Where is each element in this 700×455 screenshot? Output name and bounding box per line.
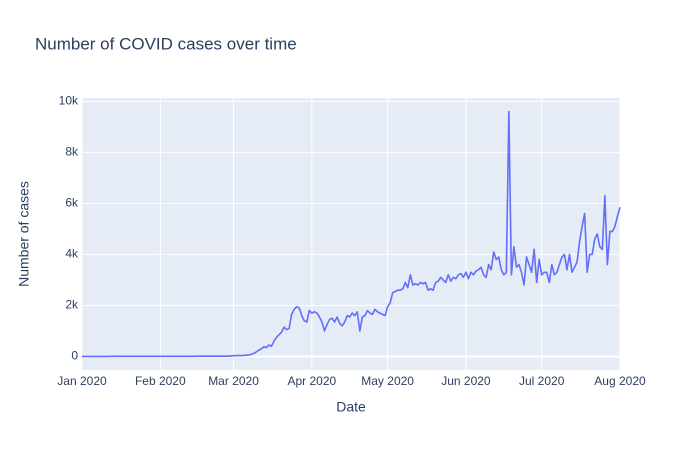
x-tick-label: Jan 2020	[57, 374, 107, 388]
x-tick-label: Apr 2020	[287, 374, 336, 388]
x-tick-label: Feb 2020	[135, 374, 186, 388]
plot-area	[82, 98, 620, 370]
y-tick-label: 10k	[59, 93, 79, 107]
y-tick-label: 0	[71, 349, 78, 363]
y-tick-label: 2k	[65, 298, 79, 312]
x-tick-label: Aug 2020	[594, 374, 646, 388]
x-tick-label: Jun 2020	[441, 374, 491, 388]
x-axis-title: Date	[336, 399, 366, 415]
chart-title: Number of COVID cases over time	[35, 34, 297, 53]
line	[82, 110, 621, 358]
y-tick-label: 6k	[65, 196, 79, 210]
x-tick-label: May 2020	[361, 374, 414, 388]
x-tick-label: Jul 2020	[519, 374, 565, 388]
y-tick-label: 4k	[65, 247, 79, 261]
x-tick-label: Mar 2020	[208, 374, 259, 388]
y-axis-title: Number of cases	[16, 181, 32, 287]
y-tick-label: 8k	[65, 145, 79, 159]
